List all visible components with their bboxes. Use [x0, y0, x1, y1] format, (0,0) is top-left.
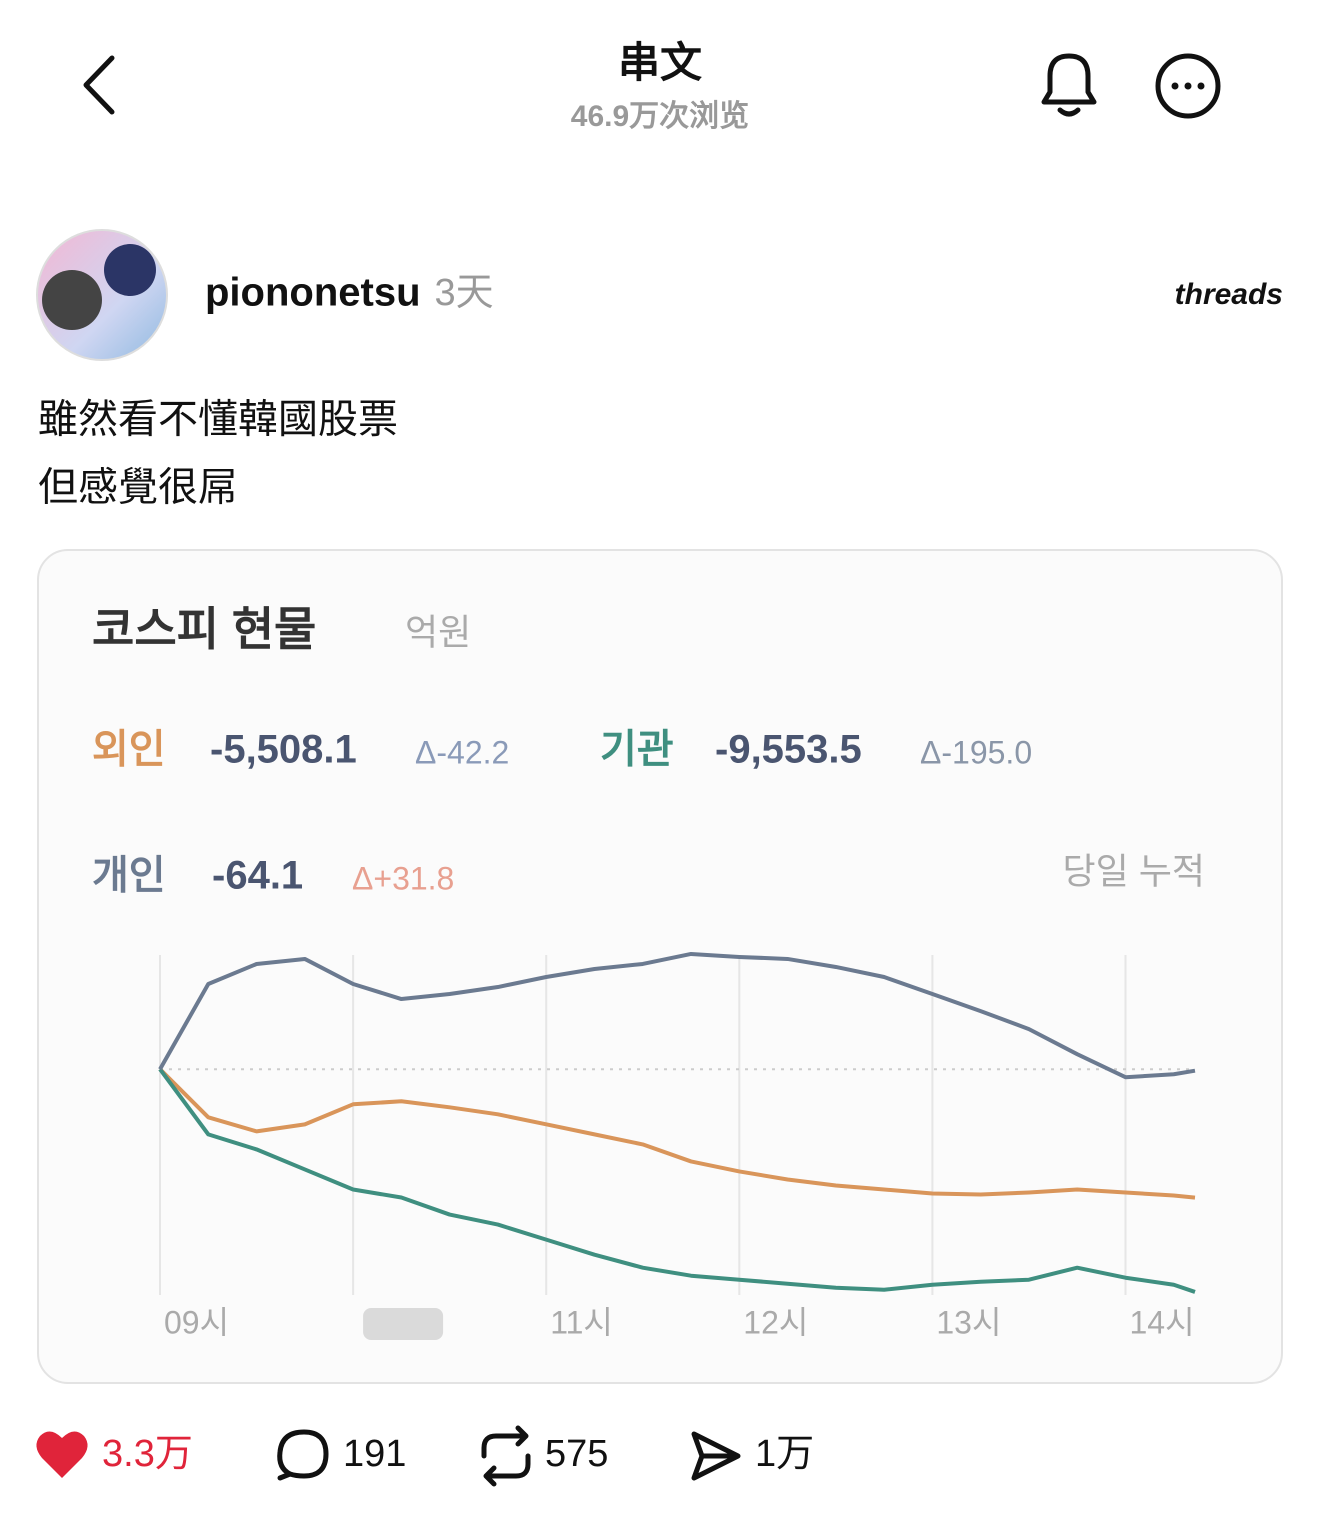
- x-tick-label: 11시: [550, 1304, 613, 1340]
- image-card[interactable]: [37, 549, 1283, 1384]
- page-title: 串文: [618, 39, 702, 86]
- comment-count: 191: [343, 1433, 406, 1475]
- series-line: [158, 951, 1196, 1080]
- legend-change: Δ-195.0: [920, 734, 1032, 770]
- legend-name: 기관: [600, 728, 674, 772]
- share-count: 1万: [755, 1433, 814, 1475]
- blurred-tick-label: [363, 1308, 444, 1340]
- note-label: 당일 누적: [1063, 851, 1205, 892]
- repost-button[interactable]: 575: [481, 1425, 608, 1487]
- avatar[interactable]: [36, 229, 168, 361]
- like-button[interactable]: 3.3万: [36, 1431, 193, 1478]
- threads-logo[interactable]: threads: [1175, 278, 1283, 311]
- more-button[interactable]: [1155, 53, 1221, 119]
- post-text: 但感覺很屌: [38, 466, 238, 510]
- post-text: 雖然看不懂韓國股票: [38, 398, 398, 442]
- x-tick-label: 14시: [1129, 1304, 1194, 1340]
- post-time: 3天: [435, 272, 494, 314]
- comment-button[interactable]: 191: [277, 1429, 407, 1481]
- series-line: [158, 1067, 1196, 1200]
- share-button[interactable]: 1万: [691, 1431, 814, 1481]
- bell-button[interactable]: [1041, 53, 1097, 117]
- x-tick-label: 13시: [936, 1304, 1001, 1340]
- legend-total: -64.1: [212, 854, 303, 898]
- series-line: [158, 1068, 1196, 1294]
- like-count: 3.3万: [102, 1433, 193, 1475]
- legend-name: 외인: [92, 728, 166, 772]
- legend-change: Δ-42.2: [415, 734, 509, 770]
- x-tick-label: 12시: [743, 1304, 808, 1340]
- view-count: 46.9万次浏览: [571, 100, 749, 133]
- unit-label: 억원: [405, 612, 471, 653]
- legend-total: -9,553.5: [715, 728, 862, 772]
- legend-name: 개인: [92, 854, 166, 898]
- chart-title: 코스피 현물: [92, 603, 316, 655]
- username[interactable]: piononetsu: [205, 271, 421, 315]
- legend-change: Δ+31.8: [352, 860, 454, 896]
- legend-total: -5,508.1: [210, 728, 357, 772]
- x-tick-label: 09시: [164, 1304, 229, 1340]
- repost-count: 575: [545, 1433, 608, 1475]
- back-button[interactable]: [83, 55, 115, 115]
